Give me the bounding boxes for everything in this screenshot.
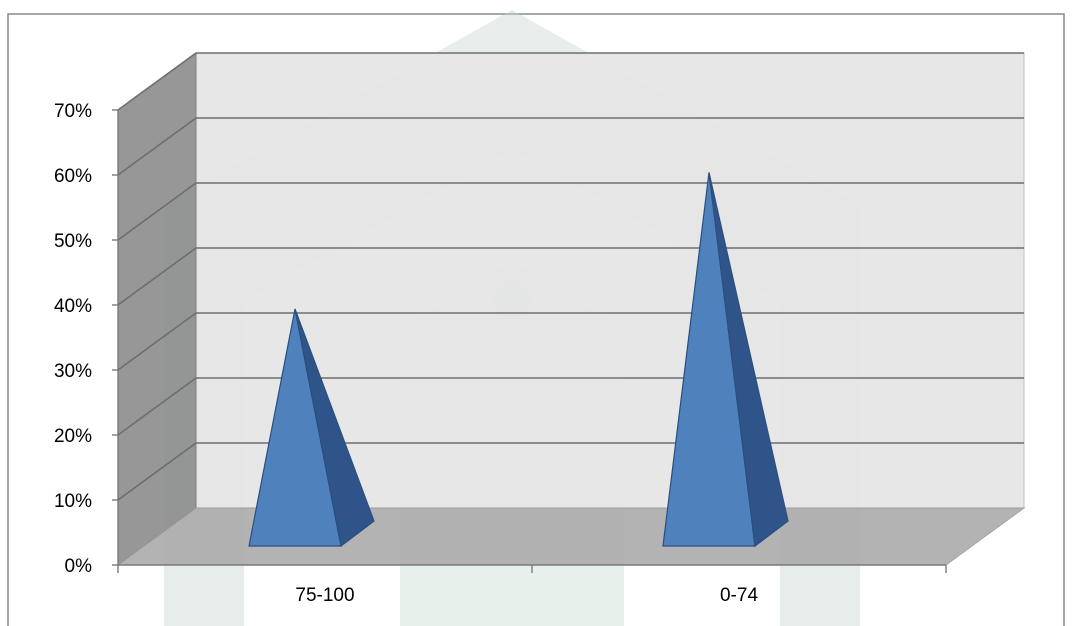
y-tick-label: 40%	[54, 296, 92, 317]
chart-border	[7, 13, 1065, 626]
y-tick-label: 70%	[54, 101, 92, 122]
gridline-side	[117, 182, 197, 241]
pyramid-bar-0-74[interactable]	[662, 172, 789, 548]
y-tick-label: 20%	[54, 426, 92, 447]
gridline-side	[117, 442, 197, 501]
gridline-side	[117, 52, 197, 111]
gridline-side	[117, 117, 197, 176]
gridline-side	[117, 312, 197, 371]
gridline-side	[117, 247, 197, 306]
x-tick-label-0-74: 0-74	[720, 585, 758, 606]
x-tick-label-75-100: 75-100	[295, 585, 354, 606]
pyramid-bar-75-100[interactable]	[248, 308, 375, 548]
side-wall	[117, 52, 197, 566]
y-tick-label: 50%	[54, 231, 92, 252]
pyramid-side-0-74	[708, 172, 789, 548]
y-tick-label: 60%	[54, 166, 92, 187]
pyramid-side-75-100	[294, 308, 375, 548]
gridline-side	[117, 377, 197, 436]
y-tick-label: 10%	[54, 491, 92, 512]
y-tick-label: 30%	[54, 361, 92, 382]
y-tick-label: 0%	[65, 556, 93, 577]
